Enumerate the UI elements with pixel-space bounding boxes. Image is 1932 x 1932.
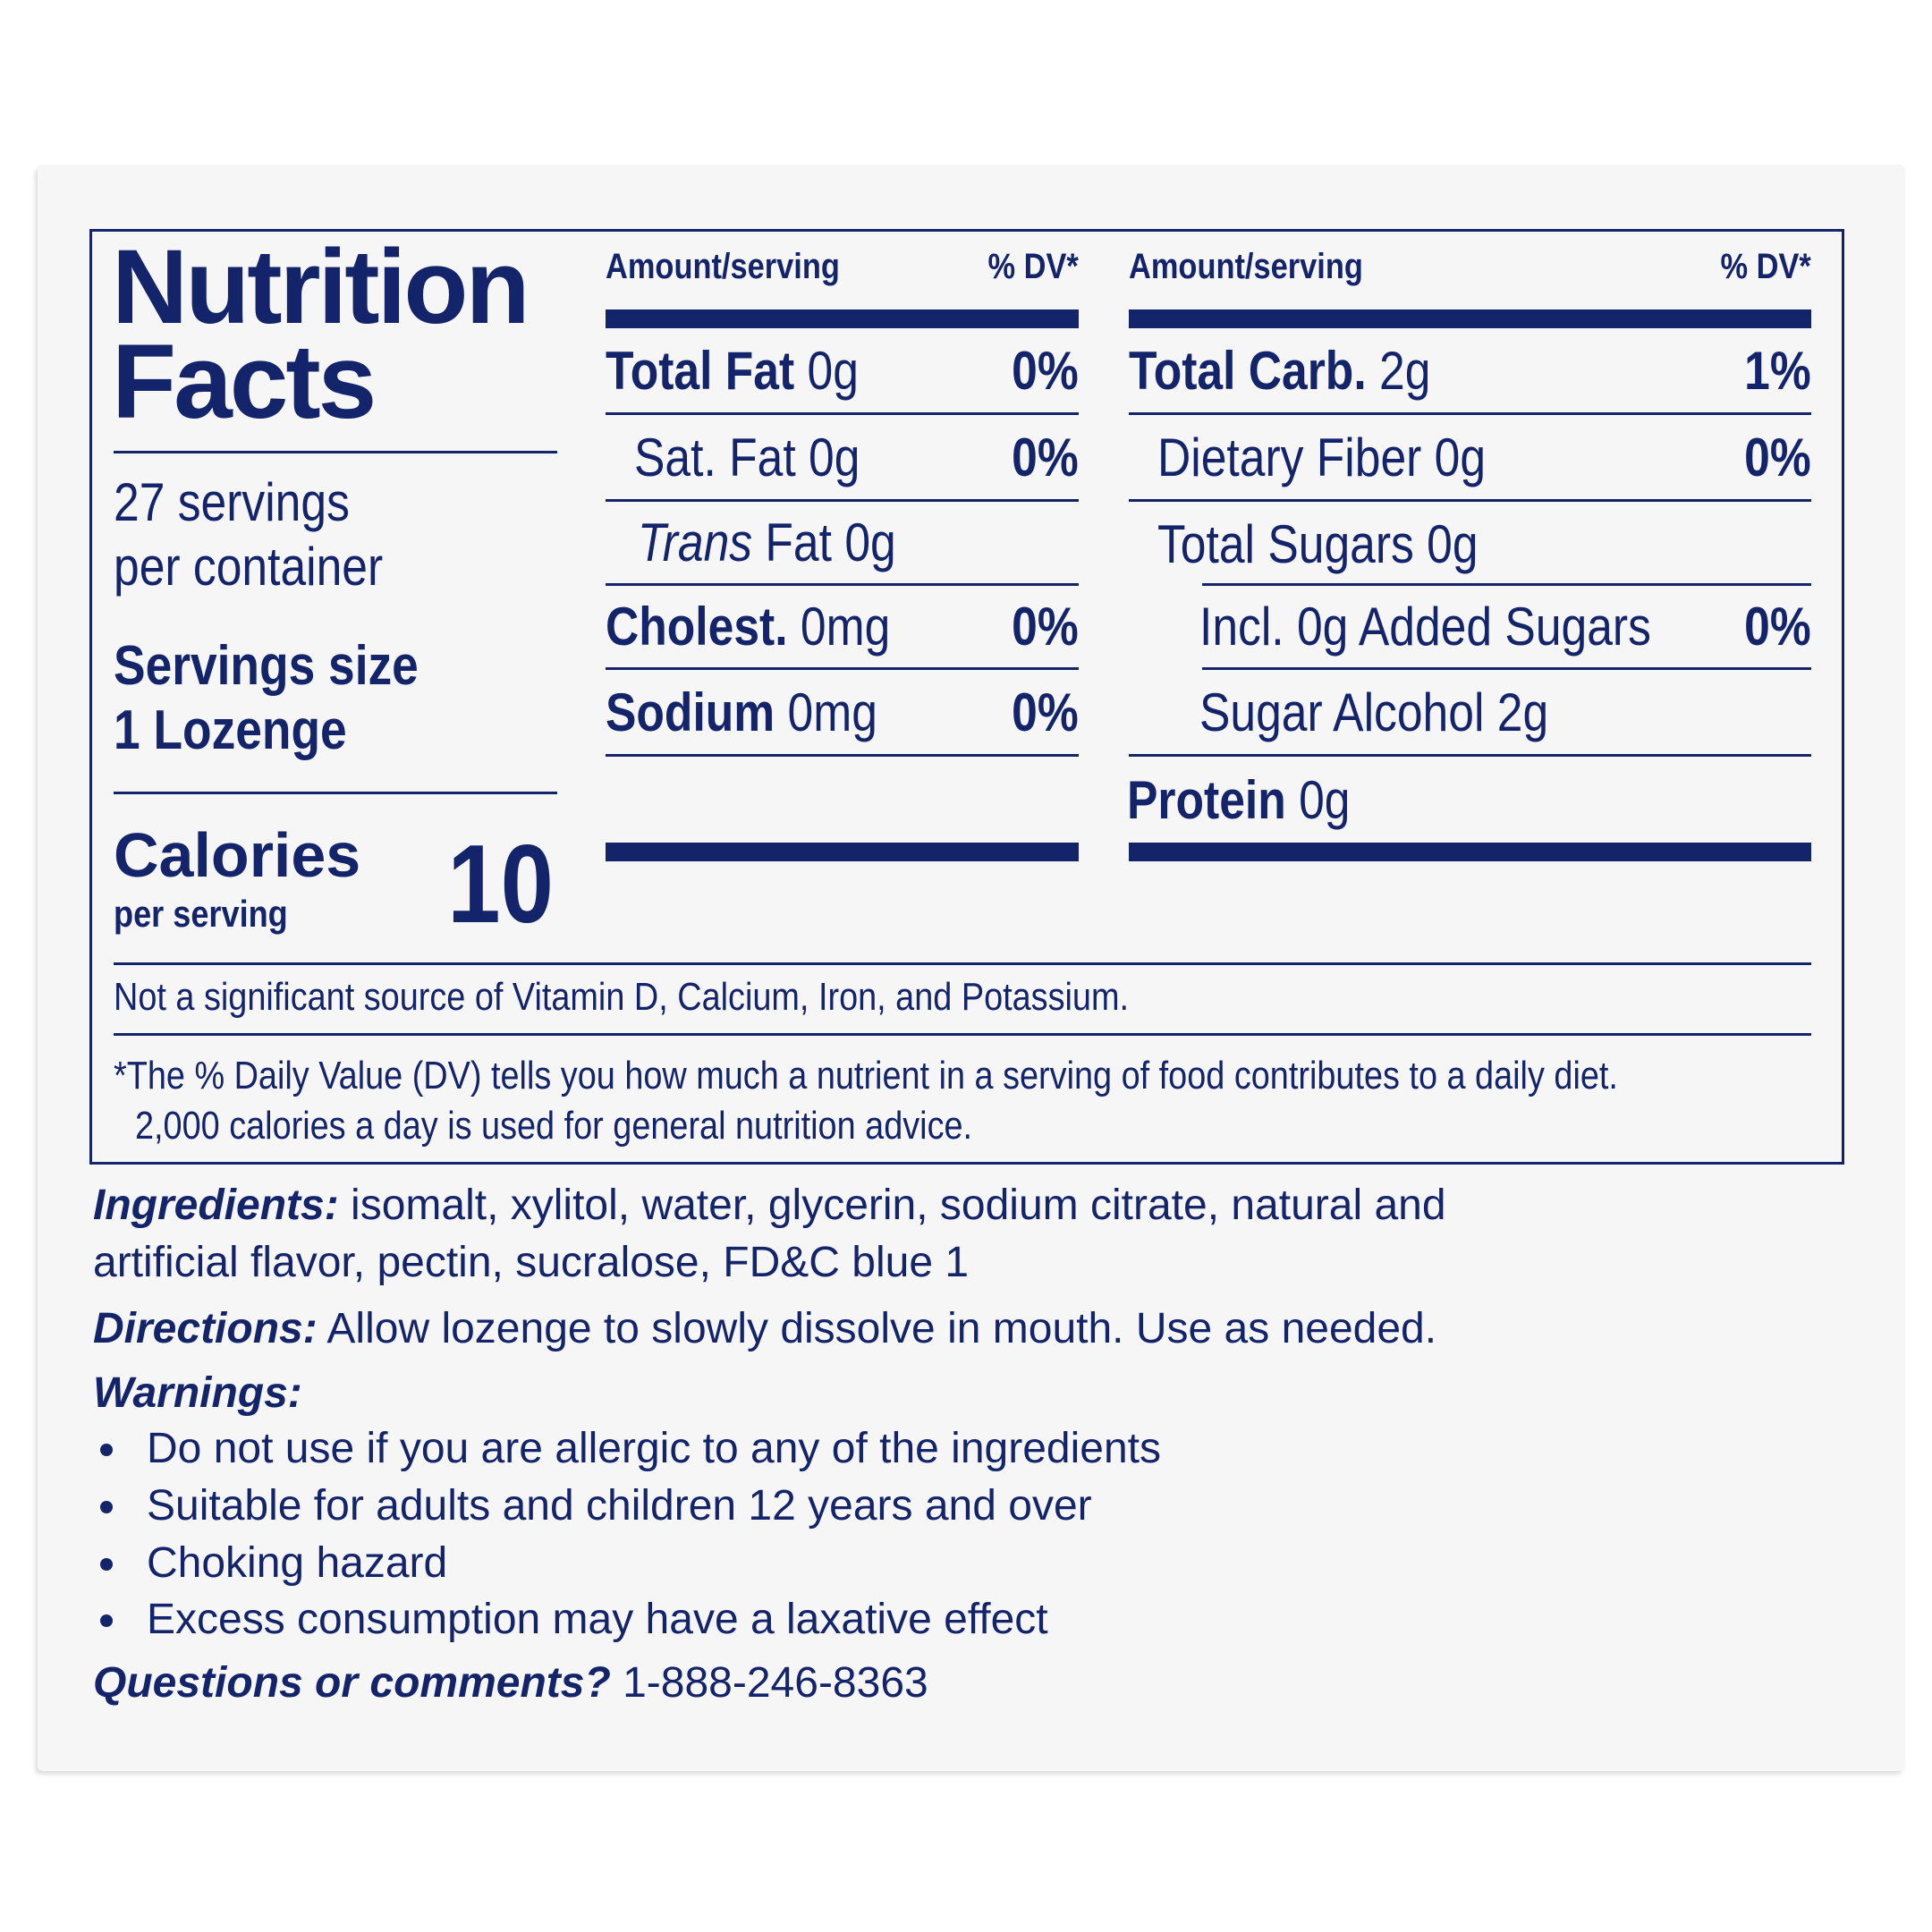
thick-bar xyxy=(1129,843,1811,861)
nutrient-dv: 0% xyxy=(1012,597,1079,657)
servings-line2: per container xyxy=(114,537,384,597)
ingredients-line2: artificial flavor, pectin, sucralose, FD… xyxy=(93,1239,970,1286)
divider xyxy=(114,962,1811,965)
nutrient-name: Incl. 0g Added Sugars xyxy=(1199,597,1651,657)
row-dietary-fiber: Dietary Fiber 0g 0% xyxy=(1129,415,1811,502)
nutrient-amount: 0g xyxy=(1427,513,1479,574)
nutrient-name-italic: Trans xyxy=(638,513,753,572)
phone-number: 1-888-246-8363 xyxy=(623,1659,928,1707)
warnings-label: Warnings: xyxy=(93,1367,302,1420)
nutrient-name: Total Fat xyxy=(606,340,795,401)
nutrient-dv: 0% xyxy=(1012,427,1079,487)
servings-line1: 27 servings xyxy=(114,472,350,532)
footnote-line2: 2,000 calories a day is used for general… xyxy=(135,1104,973,1148)
directions-text: Allow lozenge to slowly dissolve in mout… xyxy=(326,1305,1437,1352)
nutrient-name: Cholest. xyxy=(606,597,788,657)
directions-label: Directions: xyxy=(93,1305,318,1352)
bullet-icon xyxy=(100,1558,113,1571)
ingredients: Ingredients: isomalt, xylitol, water, gl… xyxy=(93,1177,1446,1292)
row-total-sugars: Total Sugars 0g xyxy=(1129,502,1811,586)
amount-header: Amount/serving xyxy=(1129,247,1363,286)
nutrient-amount: 2g xyxy=(1378,340,1431,401)
ingredients-line1: isomalt, xylitol, water, glycerin, sodiu… xyxy=(351,1182,1446,1229)
calories-value: 10 xyxy=(430,825,554,945)
nutrient-amount: 0g xyxy=(1299,769,1351,830)
serving-size-label: Servings size xyxy=(114,635,419,697)
nutrient-name: Total Carb. xyxy=(1129,340,1367,401)
dv-footnote: *The % Daily Value (DV) tells you how mu… xyxy=(114,1051,1863,1151)
thick-bar xyxy=(606,309,1079,328)
nutrient-amount: 0g xyxy=(844,513,896,572)
amount-header: Amount/serving xyxy=(606,247,840,286)
nutrient-dv: 0% xyxy=(1744,427,1811,487)
row-cholesterol: Cholest. 0mg 0% xyxy=(606,586,1079,670)
row-total-fat: Total Fat 0g 0% xyxy=(606,328,1079,415)
nutrient-dv: 1% xyxy=(1744,340,1811,401)
thick-bar xyxy=(1129,309,1811,328)
bullet-icon xyxy=(100,1614,113,1627)
left-column-header: Amount/serving % DV* xyxy=(606,247,1079,287)
divider xyxy=(114,451,557,453)
nutrient-amount: 0g xyxy=(809,427,860,487)
row-protein: Protein 0g xyxy=(1127,757,1811,843)
nutrient-name: Total Sugars xyxy=(1157,513,1414,574)
row-added-sugars: Incl. 0g Added Sugars 0% xyxy=(1199,586,1811,667)
servings-per-container: 27 servings per container xyxy=(114,470,427,599)
directions: Directions: Allow lozenge to slowly diss… xyxy=(93,1302,1436,1356)
per-serving-text: per serving xyxy=(114,893,288,935)
nutrient-amount: 0mg xyxy=(800,597,891,657)
nutrient-amount: 0mg xyxy=(787,682,877,742)
nutrient-name: Protein xyxy=(1127,769,1286,830)
nutrient-name: Sugar Alcohol xyxy=(1199,682,1485,742)
nutrient-amount: 0g xyxy=(807,340,859,401)
nutrient-name: Sat. Fat xyxy=(634,427,796,487)
not-significant-text: Not a significant source of Vitamin D, C… xyxy=(114,975,1129,1019)
calories-label: Calories xyxy=(114,820,361,890)
serving-size: Servings size 1 Lozenge xyxy=(114,634,468,763)
nutrition-facts-panel xyxy=(89,229,1844,1165)
footnote-line1: *The % Daily Value (DV) tells you how mu… xyxy=(114,1054,1618,1097)
nutrient-dv: 0% xyxy=(1012,340,1079,401)
ingredients-label: Ingredients: xyxy=(93,1182,339,1229)
row-sat-fat: Sat. Fat 0g 0% xyxy=(606,415,1079,502)
dv-header: % DV* xyxy=(987,247,1079,286)
not-significant-note: Not a significant source of Vitamin D, C… xyxy=(114,975,1294,1020)
nutrient-amount: 2g xyxy=(1496,682,1549,742)
divider xyxy=(114,1033,1811,1036)
right-column-header: Amount/serving % DV* xyxy=(1129,247,1811,287)
row-sugar-alcohol: Sugar Alcohol 2g xyxy=(1129,670,1811,757)
nutrient-name: Dietary Fiber xyxy=(1157,427,1422,487)
questions: Questions or comments? 1-888-246-8363 xyxy=(93,1657,928,1710)
title-facts: Facts xyxy=(112,323,377,441)
divider xyxy=(1202,667,1811,670)
dv-header: % DV* xyxy=(1720,247,1811,286)
warnings-heading: Warnings: xyxy=(93,1369,302,1417)
nutrient-dv: 0% xyxy=(1012,682,1079,742)
row-sodium: Sodium 0mg 0% xyxy=(606,670,1079,757)
calories-sub: per serving xyxy=(114,893,316,936)
row-total-carb: Total Carb. 2g 1% xyxy=(1129,328,1811,415)
bullet-icon xyxy=(100,1501,113,1513)
questions-label: Questions or comments? xyxy=(93,1659,611,1707)
bullet-icon xyxy=(100,1444,113,1456)
row-trans-fat: Trans Fat 0g xyxy=(606,502,1079,586)
serving-size-value: 1 Lozenge xyxy=(114,699,347,761)
nutrient-dv: 0% xyxy=(1744,597,1811,657)
title-nutrition: Nutrition xyxy=(112,228,530,346)
nutrient-name: Sodium xyxy=(606,682,775,742)
label-card xyxy=(38,165,1905,1771)
divider xyxy=(114,792,557,794)
calories-number: 10 xyxy=(447,823,554,946)
nutrient-name: Fat xyxy=(765,513,832,572)
nutrient-amount: 0g xyxy=(1434,427,1487,487)
thick-bar xyxy=(606,843,1079,861)
divider xyxy=(1202,583,1811,586)
